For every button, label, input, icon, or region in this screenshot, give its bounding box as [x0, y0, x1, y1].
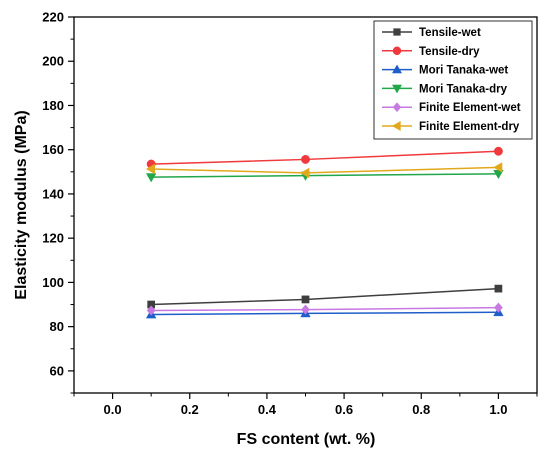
series-line [151, 166, 499, 174]
data-point [494, 302, 503, 313]
series [145, 162, 503, 179]
legend-marker [391, 64, 403, 74]
legend-label: Tensile-dry [419, 46, 480, 58]
x-tick-label: 0.8 [412, 402, 430, 417]
x-axis-title: FS content (wt. %) [237, 431, 376, 448]
y-tick-label: 200 [42, 54, 64, 69]
series-line [151, 173, 499, 178]
y-tick-label: 220 [42, 10, 64, 25]
x-tick-label: 0.2 [181, 402, 199, 417]
y-tick-label: 140 [42, 186, 64, 201]
legend-marker [391, 84, 403, 94]
series [146, 146, 503, 169]
x-tick-label: 0.4 [258, 402, 277, 417]
legend-box [373, 20, 533, 140]
data-point [146, 305, 156, 316]
axis-ticks: 0.0 0.2 0.4 0.6 0.8 1.0 60 80 100 120 140 160 180 200… [42, 10, 538, 417]
x-tick-label: 0.0 [104, 402, 122, 417]
series [146, 302, 503, 316]
legend-label: Tensile-wet [419, 27, 481, 39]
series-line [151, 306, 499, 312]
legend-label: Finite Element-wet [419, 102, 521, 114]
y-tick-label: 80 [50, 319, 64, 334]
x-tick-label: 1.0 [489, 402, 507, 417]
series-line [151, 150, 499, 165]
legend-entry: Mori Tanaka-wet [382, 64, 508, 77]
data-point [301, 304, 310, 315]
y-tick-label: 100 [42, 275, 64, 290]
legend-marker [392, 102, 402, 113]
x-tick-label: 0.6 [335, 402, 353, 417]
y-tick-label: 160 [42, 142, 64, 157]
legend-entry: Tensile-wet [382, 27, 481, 39]
y-axis-title: Elasticity modulus (MPa) [13, 110, 30, 299]
y-tick-label: 120 [42, 231, 64, 246]
legend-entry: Finite Element-dry [382, 120, 520, 133]
data-point [145, 163, 156, 175]
legend: Tensile-wet Tensile-dry Mori Tanaka-wet Mor… [373, 20, 533, 140]
data-point [145, 173, 157, 183]
legend-marker [391, 120, 401, 132]
series-layer [145, 146, 504, 319]
data-point [493, 162, 503, 173]
data-point [300, 167, 310, 179]
y-tick-label: 180 [42, 98, 64, 113]
legend-marker [392, 46, 402, 56]
series-line [151, 287, 499, 306]
legend-entry: Finite Element-wet [382, 102, 521, 114]
data-point [493, 146, 503, 156]
data-point [494, 284, 503, 293]
legend-label: Mori Tanaka-wet [419, 65, 508, 77]
legend-label: Finite Element-dry [419, 121, 520, 133]
series-line [151, 311, 499, 316]
data-point [301, 295, 310, 304]
y-tick-label: 60 [50, 363, 64, 378]
data-point [301, 154, 310, 164]
legend-entry: Tensile-dry [382, 46, 480, 58]
series [147, 284, 503, 309]
legend-entry: Mori Tanaka-dry [382, 83, 508, 95]
legend-marker [393, 28, 401, 36]
legend-label: Mori Tanaka-dry [419, 83, 508, 95]
